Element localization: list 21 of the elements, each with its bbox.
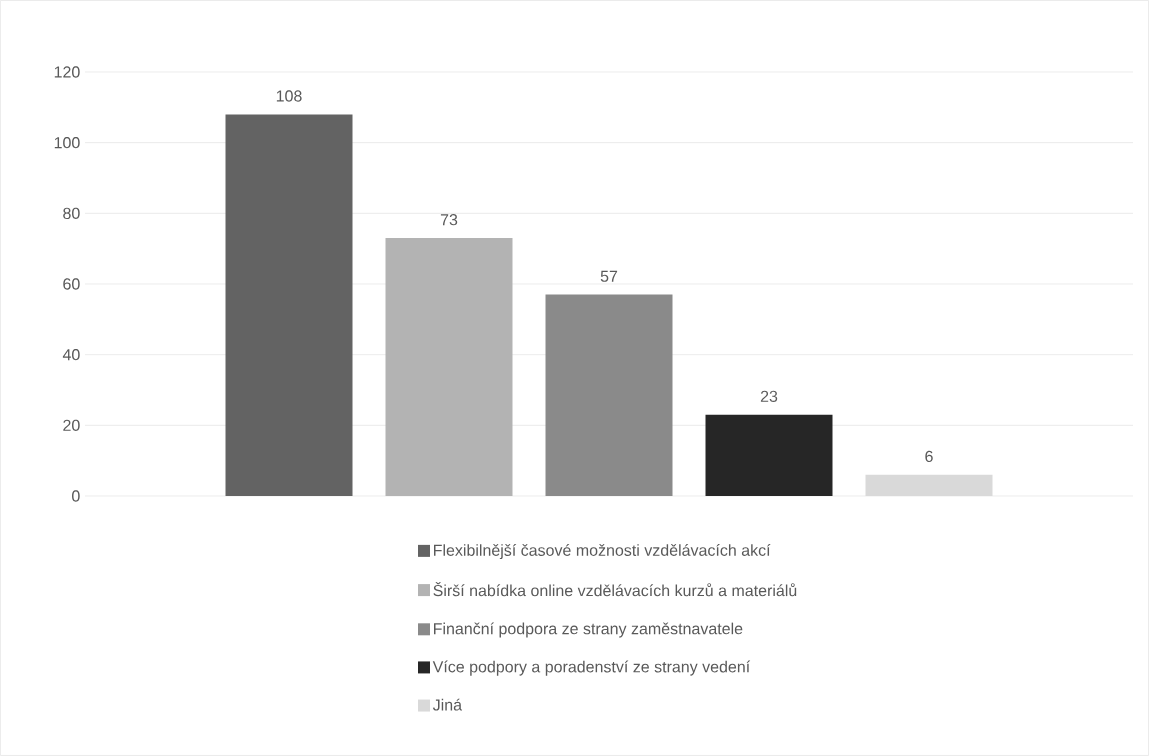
y-tick-label: 60 [63,278,80,290]
y-tick-label: 80 [63,207,80,219]
legend-label: Více podpory a poradenství ze strany vedení [432,660,751,676]
bar [705,414,833,496]
y-tick-label: 0 [72,490,80,502]
data-label: 6 [925,450,933,463]
bar [225,114,353,496]
data-label: 73 [440,214,458,226]
legend-label: Finanční podpora ze strany zaměstnavatele [434,622,743,638]
legend-label: Širší nabídka online vzdělávacích kurzů a materiálů [433,582,797,597]
y-tick-label: 120 [54,66,80,78]
legend-label: Flexibilnější časové možnosti vzdělávacích akcí [434,544,771,560]
y-tick-label: 20 [63,419,80,431]
data-label: 23 [760,390,778,402]
bar [545,294,673,496]
y-tick-label: 40 [62,349,80,361]
y-tick-label: 100 [54,137,80,149]
data-label: 108 [276,90,302,102]
bar [385,238,513,496]
data-label: 57 [600,270,618,282]
legend-label: Jiná [432,698,463,711]
